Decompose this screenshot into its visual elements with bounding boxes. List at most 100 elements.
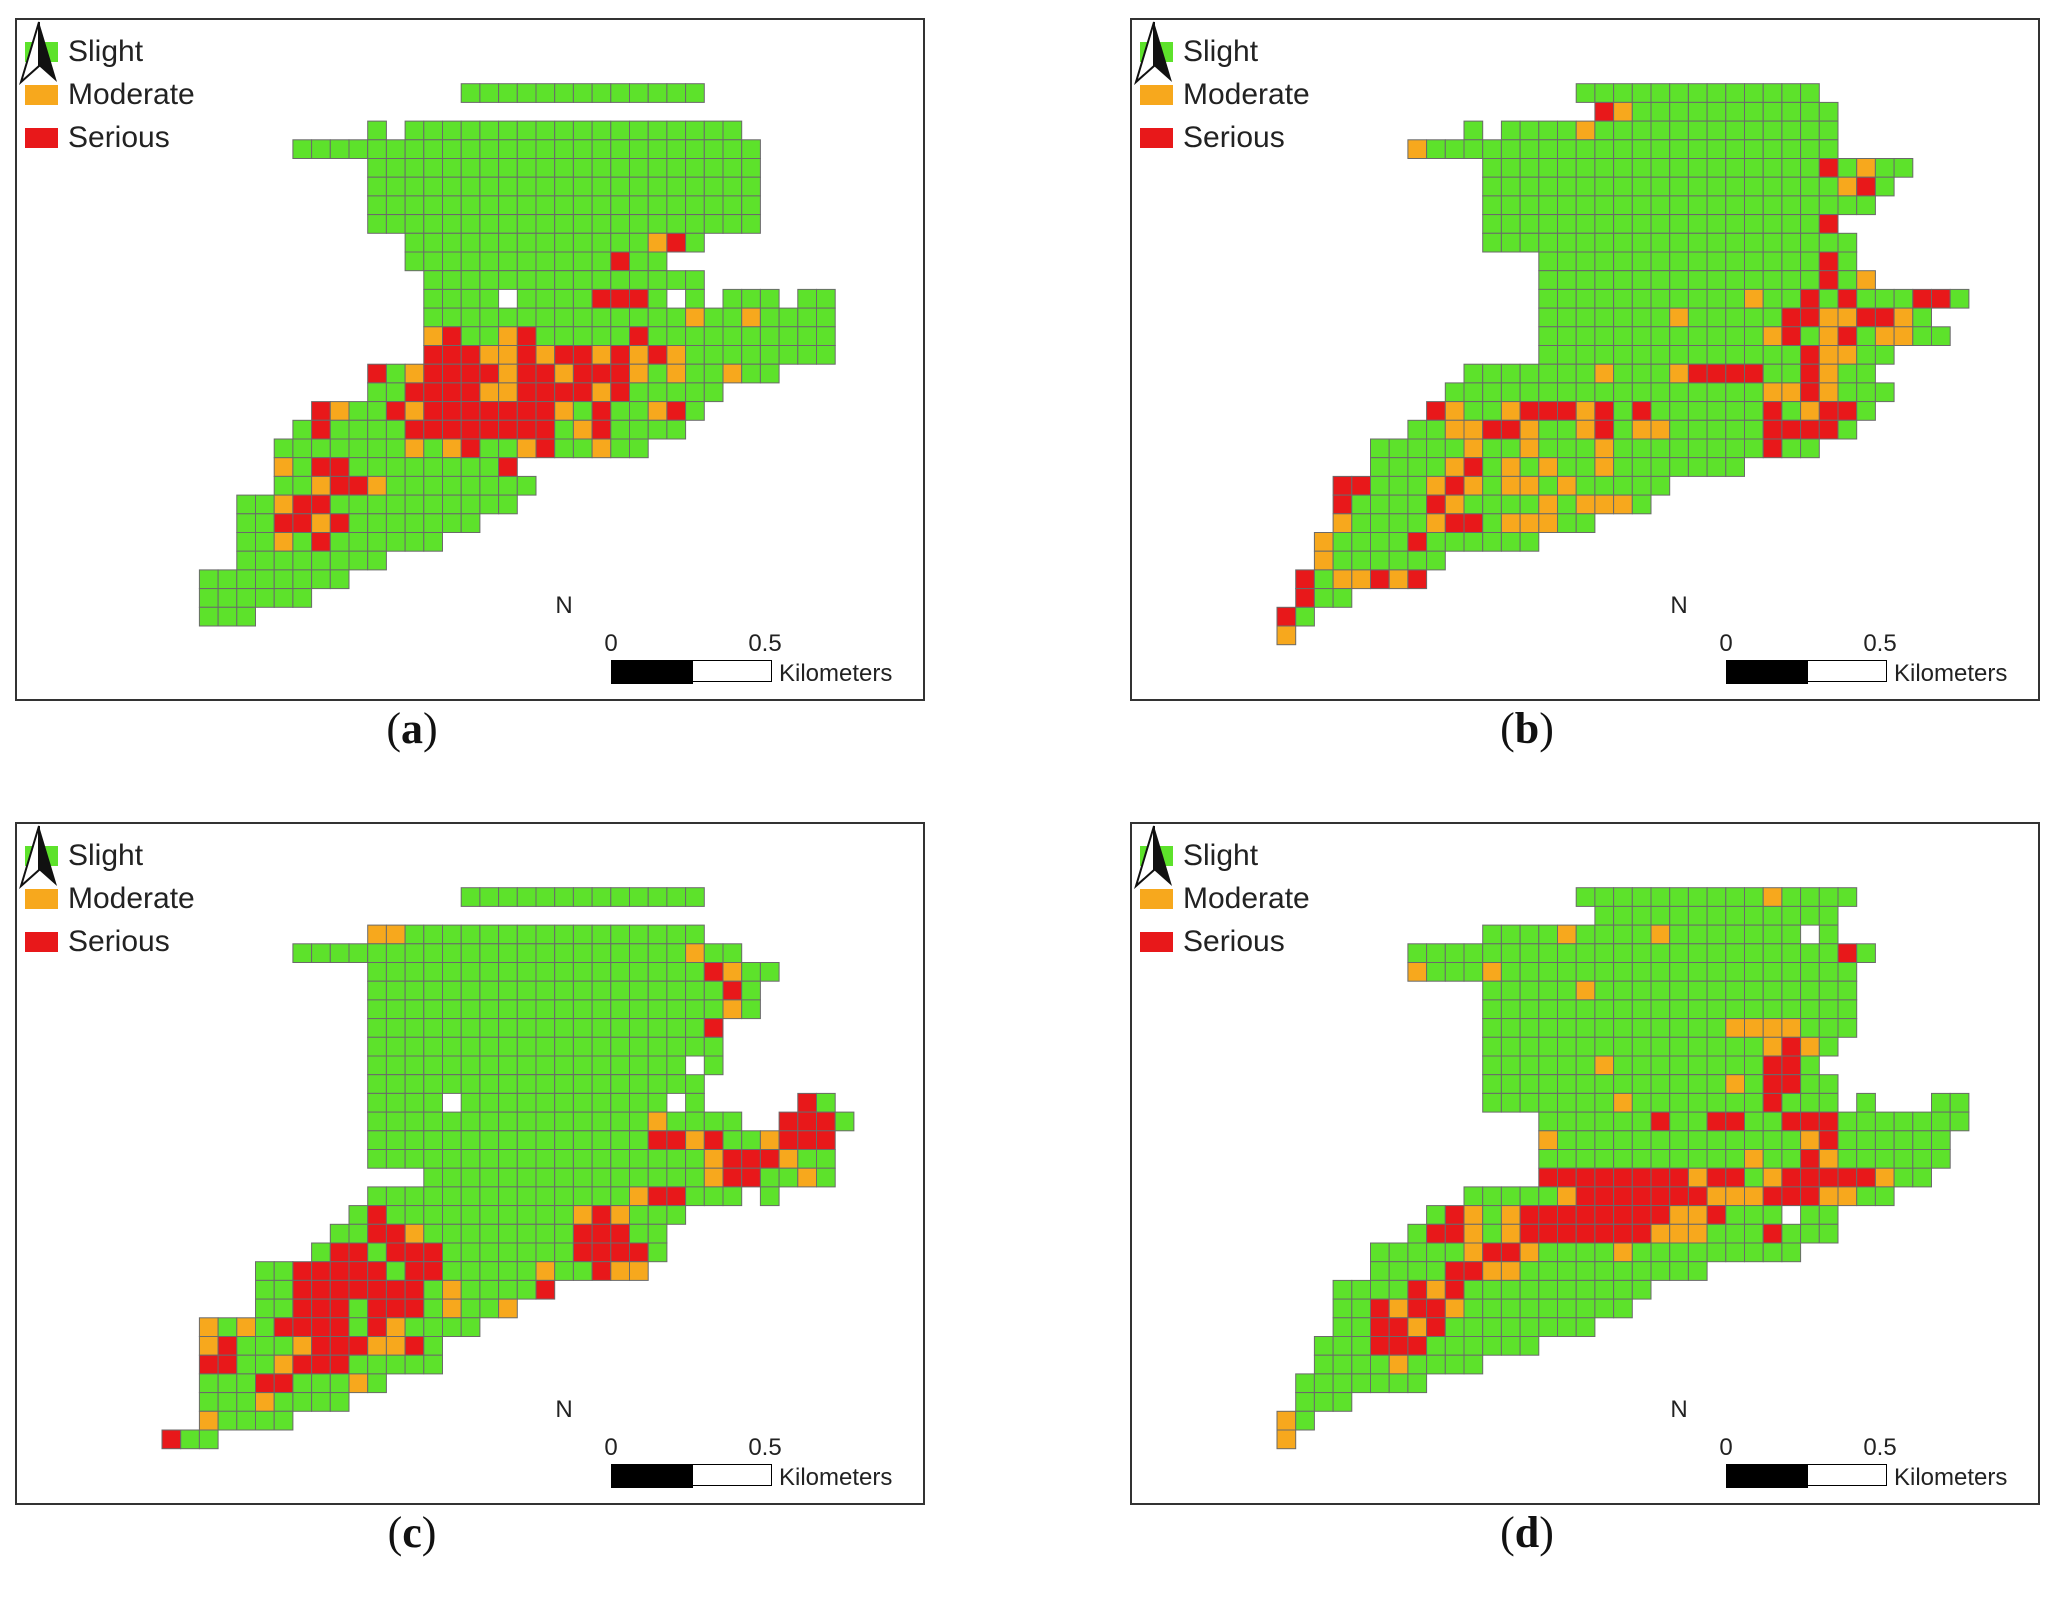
grid-cell-slight	[759, 326, 780, 346]
grid-cell-slight	[442, 195, 462, 216]
grid-cell-slight	[647, 83, 668, 103]
grid-cell-slight	[1631, 1279, 1652, 1300]
grid-map	[1276, 83, 1970, 646]
grid-cell-serious	[554, 345, 574, 365]
grid-cell-slight	[498, 1167, 518, 1188]
grid-cell-slight	[1575, 1111, 1596, 1132]
grid-cell-slight	[385, 1354, 406, 1375]
grid-cell-slight	[423, 176, 443, 197]
grid-cell-slight	[423, 1036, 443, 1057]
grid-cell-slight	[479, 1018, 500, 1038]
grid-cell-slight	[442, 1111, 462, 1132]
legend-swatch-moderate	[1140, 84, 1173, 105]
grid-cell-slight	[1519, 999, 1540, 1020]
grid-cell-slight	[516, 158, 537, 178]
grid-cell-slight	[1725, 1130, 1745, 1150]
grid-cell-serious	[292, 494, 313, 515]
grid-cell-slight	[292, 475, 313, 496]
legend-item-serious: Serious	[1140, 116, 1310, 159]
grid-cell-moderate	[1725, 1186, 1745, 1207]
grid-cell-slight	[1482, 1055, 1502, 1076]
grid-cell-moderate	[629, 345, 649, 365]
grid-cell-slight	[1837, 1149, 1858, 1169]
grid-cell-slight	[460, 1242, 481, 1263]
grid-cell-serious	[348, 1261, 369, 1281]
grid-cell-slight	[554, 83, 574, 103]
grid-cell-serious	[1482, 419, 1502, 440]
grid-cell-serious	[1781, 326, 1802, 346]
grid-cell-moderate	[591, 438, 612, 459]
grid-cell-slight	[442, 962, 462, 982]
grid-cell-moderate	[610, 1205, 630, 1225]
grid-cell-slight	[1650, 1074, 1671, 1094]
grid-cell-slight	[572, 887, 593, 907]
grid-cell-slight	[1557, 1149, 1577, 1169]
grid-cell-slight	[572, 1074, 593, 1094]
grid-cell-slight	[236, 1373, 257, 1394]
grid-cell-serious	[1650, 1205, 1671, 1225]
grid-cell-slight	[591, 1149, 612, 1169]
grid-cell-slight	[535, 980, 556, 1001]
grid-cell-serious	[610, 1242, 630, 1263]
grid-cell-slight	[554, 1036, 574, 1057]
grid-cell-moderate	[1650, 1223, 1671, 1244]
grid-cell-moderate	[1463, 1205, 1484, 1225]
grid-cell-serious	[1687, 1186, 1708, 1207]
grid-cell-slight	[498, 1018, 518, 1038]
grid-cell-moderate	[1874, 1167, 1895, 1188]
grid-cell-slight	[572, 158, 593, 178]
grid-cell-slight	[591, 980, 612, 1001]
grid-cell-slight	[1538, 382, 1558, 403]
grid-cell-slight	[1594, 382, 1615, 403]
grid-cell-serious	[591, 1242, 612, 1263]
grid-cell-slight	[797, 307, 817, 328]
grid-cell-slight	[479, 924, 500, 945]
grid-cell-slight	[442, 1074, 462, 1094]
grid-cell-slight	[1631, 232, 1652, 253]
grid-cell-slight	[1575, 382, 1596, 403]
grid-cell-slight	[629, 251, 649, 272]
grid-cell-serious	[498, 419, 518, 440]
grid-cell-slight	[1687, 270, 1708, 290]
grid-cell-moderate	[629, 1261, 649, 1281]
grid-cell-slight	[1538, 270, 1558, 290]
grid-cell-slight	[348, 438, 369, 459]
grid-cell-slight	[1800, 120, 1820, 141]
grid-cell-slight	[1538, 1298, 1558, 1319]
grid-cell-slight	[1744, 158, 1764, 178]
grid-cell-slight	[1557, 158, 1577, 178]
grid-cell-slight	[535, 1036, 556, 1057]
grid-cell-slight	[1837, 999, 1858, 1020]
grid-cell-serious	[460, 382, 481, 403]
legend-label-slight: Slight	[1183, 34, 1259, 68]
grid-cell-slight	[1781, 195, 1802, 216]
grid-cell-slight	[1650, 214, 1671, 234]
grid-cell-slight	[591, 307, 612, 328]
grid-cell-serious	[423, 382, 443, 403]
grid-cell-slight	[1557, 494, 1577, 515]
grid-cell-slight	[1370, 532, 1390, 552]
grid-cell-moderate	[1837, 307, 1858, 328]
grid-cell-slight	[1538, 1055, 1558, 1076]
grid-cell-slight	[1557, 999, 1577, 1020]
grid-cell-slight	[1818, 120, 1839, 141]
grid-cell-slight	[1725, 438, 1745, 459]
scale-unit-label: Kilometers	[1894, 1464, 2008, 1491]
grid-cell-slight	[329, 494, 350, 515]
grid-cell-slight	[367, 1055, 387, 1076]
grid-cell-slight	[1650, 1055, 1671, 1076]
grid-cell-slight	[685, 887, 705, 907]
grid-cell-slight	[778, 326, 799, 346]
grid-cell-slight	[516, 924, 537, 945]
grid-cell-slight	[816, 307, 836, 328]
grid-cell-slight	[255, 569, 275, 590]
grid-cell-slight	[535, 1242, 556, 1263]
grid-cell-slight	[442, 1223, 462, 1244]
grid-cell-slight	[759, 962, 780, 982]
grid-cell-serious	[1594, 1205, 1615, 1225]
grid-cell-serious	[572, 345, 593, 365]
grid-cell-serious	[703, 1018, 724, 1038]
grid-cell-slight	[1482, 475, 1502, 496]
grid-cell-slight	[1781, 214, 1802, 234]
grid-cell-serious	[423, 1261, 443, 1281]
